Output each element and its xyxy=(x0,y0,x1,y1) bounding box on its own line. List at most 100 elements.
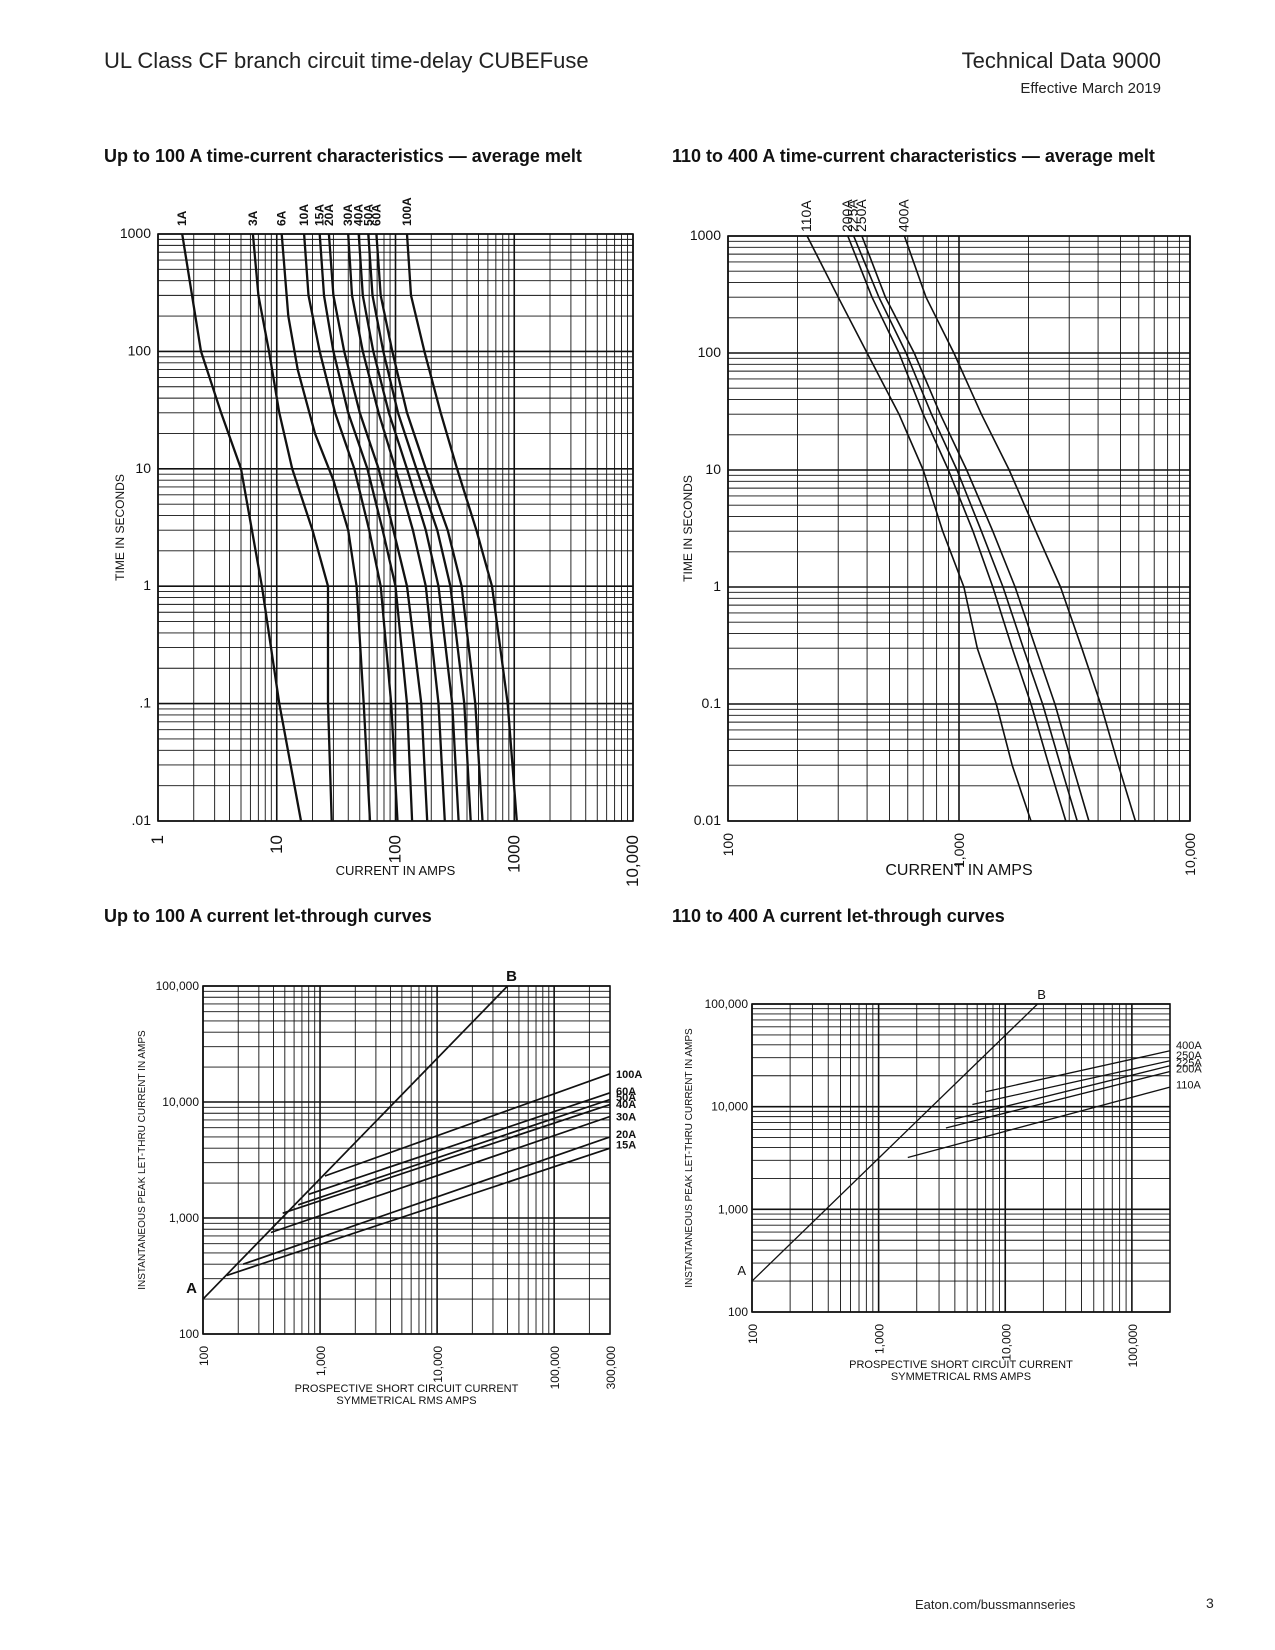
y-tick-label: 0.01 xyxy=(694,812,721,828)
point-label-a: A xyxy=(186,1280,197,1297)
series-label-50a: 50A xyxy=(616,1092,636,1104)
heading-lt-small: Up to 100 A current let-through curves xyxy=(104,906,432,926)
series-line-200a xyxy=(847,235,1067,822)
series-label-400a: 400A xyxy=(1176,1040,1202,1052)
series-line-20a xyxy=(327,233,429,822)
series-label-30a: 30A xyxy=(616,1111,636,1123)
heading-tc-small: Up to 100 A time-current characteristics… xyxy=(104,146,582,166)
y-tick-label: 1 xyxy=(143,577,151,593)
series-line-60a xyxy=(308,1091,611,1196)
x-tick-label: 10,000 xyxy=(1182,833,1198,876)
y-tick-label: 10,000 xyxy=(162,1095,199,1109)
x-tick-label: 10,000 xyxy=(431,1346,445,1383)
document-number: Technical Data 9000 xyxy=(961,48,1161,73)
plot-tc_small: 1000 100 10 1 .1 .01 1 10 100 1000 10,000 CURRENT I… xyxy=(113,197,642,887)
plot-lt_small: 100,000 10,000 1,000 100 100 1,000 10,000 100,0… xyxy=(137,968,642,1407)
series-label-110a: 110A xyxy=(798,200,814,232)
series-label-110a: 110A xyxy=(1176,1079,1202,1091)
y-tick-label: 100 xyxy=(179,1327,199,1341)
series-label-60a: 60A xyxy=(369,204,383,226)
plot-frame xyxy=(202,985,611,1335)
reference-line-ab xyxy=(751,1003,1039,1282)
y-tick-label: 10 xyxy=(705,461,721,477)
series-line-110a xyxy=(907,1086,1171,1159)
grid-tc_large xyxy=(727,235,1191,822)
y-tick-label: 100 xyxy=(698,344,722,360)
grid-lt_small xyxy=(202,985,611,1335)
y-tick-label: 100 xyxy=(728,1305,748,1319)
series-label-3a: 3A xyxy=(246,210,260,226)
series-line-1a xyxy=(181,233,303,822)
x-tick-label: 100 xyxy=(746,1324,760,1344)
point-label-b: B xyxy=(506,968,517,985)
series-line-400a xyxy=(985,1050,1171,1093)
y-tick-label: 1 xyxy=(713,578,721,594)
y-tick-label: 1,000 xyxy=(169,1211,199,1225)
y-axis-title: TIME IN SECONDS xyxy=(113,474,127,581)
y-tick-label: 1000 xyxy=(120,225,151,241)
y-axis-title: INSTANTANEOUS PEAK LET-THRU CURRENT IN A… xyxy=(684,1028,695,1288)
series-label-20a: 20A xyxy=(322,204,336,226)
x-axis-title: CURRENT IN AMPS xyxy=(336,863,456,878)
grid-lt_large xyxy=(751,1003,1171,1313)
x-tick-label: 100 xyxy=(197,1346,211,1366)
x-axis-title-line2: SYMMETRICAL RMS AMPS xyxy=(336,1395,476,1407)
series-label-15a: 15A xyxy=(313,204,327,226)
plot-frame xyxy=(727,235,1191,822)
x-axis-title: CURRENT IN AMPS xyxy=(885,862,1032,879)
series-label-6a: 6A xyxy=(275,210,289,226)
y-axis-title: TIME IN SECONDS xyxy=(681,475,695,582)
series-label-1a: 1A xyxy=(175,210,189,226)
series-line-50a xyxy=(367,233,472,822)
series-label-250a: 250A xyxy=(853,199,869,232)
series-label-60a: 60A xyxy=(616,1086,636,1098)
series-label-15a: 15A xyxy=(616,1140,636,1152)
series-line-10a xyxy=(302,233,399,822)
series-label-400a: 400A xyxy=(895,199,911,232)
plot-tc_large: 1000 100 10 1 0.1 0.01 100 1,000 10,000 CURRENT I… xyxy=(681,199,1198,879)
series-label-20a: 20A xyxy=(616,1129,636,1141)
series-label-250a: 250A xyxy=(1176,1050,1202,1062)
point-label-a: A xyxy=(737,1263,746,1278)
series-label-225a: 225A xyxy=(1176,1057,1202,1069)
x-tick-label: 1000 xyxy=(504,835,523,873)
y-axis-title: INSTANTANEOUS PEAK LET-THRU CURRENT IN A… xyxy=(137,1030,148,1290)
x-tick-label: 10 xyxy=(267,835,286,854)
series-label-100a: 100A xyxy=(616,1069,642,1081)
series-label-50a: 50A xyxy=(361,204,375,226)
series-line-50a xyxy=(297,1098,611,1206)
x-tick-label: 10,000 xyxy=(999,1324,1013,1361)
series-line-40a xyxy=(282,1103,611,1215)
x-tick-label: 1,000 xyxy=(873,1324,887,1354)
x-tick-label: 100 xyxy=(386,835,405,863)
y-tick-label: .01 xyxy=(132,812,152,828)
plot-frame xyxy=(157,233,634,822)
y-tick-label: 10 xyxy=(135,460,151,476)
series-label-30a: 30A xyxy=(341,204,355,226)
series-label-10a: 10A xyxy=(297,204,311,226)
series-label-200a: 200A xyxy=(839,199,855,232)
x-tick-label: 1,000 xyxy=(314,1346,328,1376)
series-label-200a: 200A xyxy=(1176,1064,1202,1076)
reference-line-ab xyxy=(202,985,509,1300)
series-line-15a xyxy=(226,1147,611,1277)
x-tick-label: 300,000 xyxy=(604,1346,618,1390)
series-line-15a xyxy=(318,233,414,822)
heading-tc-large: 110 to 400 A time-current characteristic… xyxy=(672,146,1155,166)
y-tick-label: 100,000 xyxy=(705,997,749,1011)
y-tick-label: 0.1 xyxy=(702,695,722,711)
page-number: 3 xyxy=(1206,1595,1214,1611)
series-label-225a: 225A xyxy=(845,199,861,232)
y-tick-label: 100 xyxy=(128,342,152,358)
x-tick-label: 1 xyxy=(148,835,167,844)
x-axis-title-line2: SYMMETRICAL RMS AMPS xyxy=(891,1371,1031,1383)
series-line-6a xyxy=(280,233,372,822)
x-axis-title: PROSPECTIVE SHORT CIRCUIT CURRENT xyxy=(849,1359,1073,1371)
series-line-30a xyxy=(347,233,446,822)
x-tick-label: 100 xyxy=(720,833,736,857)
effective-date: Effective March 2019 xyxy=(1020,80,1161,97)
footer-url[interactable]: Eaton.com/bussmannseries xyxy=(915,1597,1076,1612)
series-line-110a xyxy=(806,235,1032,822)
plot-frame xyxy=(751,1003,1171,1313)
